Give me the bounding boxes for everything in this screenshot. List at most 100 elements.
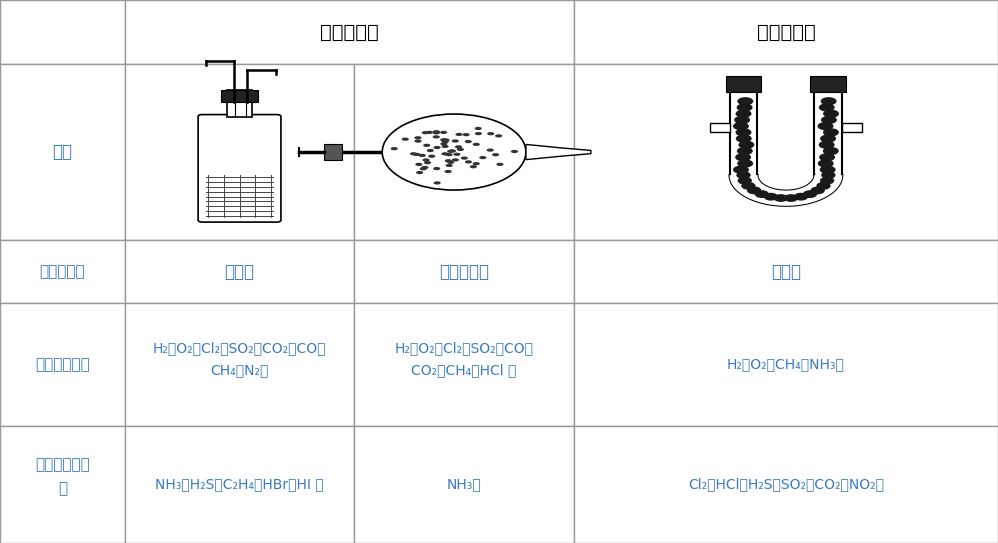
Ellipse shape bbox=[821, 116, 837, 124]
Ellipse shape bbox=[445, 159, 452, 162]
Bar bbox=[125, 0, 574, 64]
Ellipse shape bbox=[452, 140, 459, 143]
Ellipse shape bbox=[495, 134, 502, 137]
Ellipse shape bbox=[754, 190, 769, 198]
Ellipse shape bbox=[428, 155, 435, 158]
Ellipse shape bbox=[442, 140, 449, 143]
Ellipse shape bbox=[487, 132, 494, 135]
Ellipse shape bbox=[735, 116, 750, 124]
Ellipse shape bbox=[465, 160, 472, 163]
Bar bbox=[125, 240, 354, 303]
Bar bbox=[574, 240, 998, 303]
Ellipse shape bbox=[449, 149, 456, 153]
Bar bbox=[810, 76, 846, 92]
Ellipse shape bbox=[733, 122, 748, 130]
Ellipse shape bbox=[802, 190, 817, 198]
Bar bbox=[0, 426, 125, 543]
Ellipse shape bbox=[511, 150, 518, 153]
Ellipse shape bbox=[475, 127, 482, 130]
Ellipse shape bbox=[420, 167, 427, 171]
Ellipse shape bbox=[427, 149, 434, 152]
Bar bbox=[354, 426, 574, 543]
Ellipse shape bbox=[424, 161, 431, 165]
Ellipse shape bbox=[818, 141, 834, 149]
Ellipse shape bbox=[738, 159, 753, 168]
Text: NH₃等: NH₃等 bbox=[447, 478, 481, 491]
Ellipse shape bbox=[820, 97, 836, 105]
Text: 不可干燥的气
体: 不可干燥的气 体 bbox=[35, 457, 90, 496]
Polygon shape bbox=[526, 144, 591, 160]
Text: 装置: 装置 bbox=[52, 143, 73, 161]
Bar bbox=[125, 426, 354, 543]
Ellipse shape bbox=[733, 166, 748, 174]
Ellipse shape bbox=[414, 140, 421, 143]
Ellipse shape bbox=[737, 147, 752, 155]
Ellipse shape bbox=[487, 148, 494, 151]
Ellipse shape bbox=[736, 128, 751, 136]
Ellipse shape bbox=[422, 131, 429, 134]
Ellipse shape bbox=[418, 154, 426, 157]
Bar bbox=[324, 144, 342, 160]
Ellipse shape bbox=[440, 138, 447, 141]
Ellipse shape bbox=[461, 156, 468, 160]
Bar bbox=[125, 64, 354, 240]
Ellipse shape bbox=[818, 103, 834, 112]
Bar bbox=[574, 0, 998, 64]
Text: H₂、O₂、CH₄、NH₃等: H₂、O₂、CH₄、NH₃等 bbox=[727, 358, 845, 371]
Ellipse shape bbox=[816, 182, 830, 190]
Bar bbox=[221, 90, 258, 102]
Bar bbox=[125, 303, 354, 426]
Ellipse shape bbox=[415, 163, 422, 166]
Ellipse shape bbox=[793, 193, 808, 200]
Ellipse shape bbox=[736, 110, 751, 118]
Bar bbox=[842, 123, 862, 132]
Ellipse shape bbox=[445, 153, 453, 156]
Ellipse shape bbox=[410, 152, 417, 155]
Ellipse shape bbox=[433, 167, 440, 170]
Bar bbox=[354, 64, 574, 240]
Text: 常见干燥剂: 常见干燥剂 bbox=[40, 264, 85, 279]
Ellipse shape bbox=[452, 158, 459, 161]
Ellipse shape bbox=[457, 148, 464, 151]
Ellipse shape bbox=[465, 140, 472, 143]
Ellipse shape bbox=[822, 147, 838, 155]
Ellipse shape bbox=[820, 135, 836, 143]
Ellipse shape bbox=[473, 143, 480, 146]
Ellipse shape bbox=[737, 171, 750, 179]
Ellipse shape bbox=[736, 135, 751, 143]
Text: 碱石灰: 碱石灰 bbox=[770, 262, 801, 281]
Ellipse shape bbox=[442, 138, 449, 142]
Bar bbox=[0, 0, 125, 64]
Ellipse shape bbox=[401, 137, 409, 141]
Ellipse shape bbox=[422, 159, 429, 162]
Ellipse shape bbox=[416, 171, 423, 174]
Ellipse shape bbox=[473, 162, 480, 165]
Ellipse shape bbox=[773, 194, 788, 202]
Text: Cl₂、HCl、H₂S、SO₂、CO₂、NO₂等: Cl₂、HCl、H₂S、SO₂、CO₂、NO₂等 bbox=[688, 478, 884, 491]
Ellipse shape bbox=[496, 163, 504, 166]
Ellipse shape bbox=[440, 142, 447, 146]
Ellipse shape bbox=[445, 164, 453, 167]
Ellipse shape bbox=[742, 182, 755, 190]
Ellipse shape bbox=[453, 153, 460, 156]
Ellipse shape bbox=[823, 128, 839, 136]
Ellipse shape bbox=[810, 186, 825, 194]
Ellipse shape bbox=[738, 97, 753, 105]
Bar bbox=[227, 90, 252, 117]
Ellipse shape bbox=[817, 159, 833, 168]
Bar bbox=[354, 303, 574, 426]
Bar bbox=[816, 90, 840, 175]
Ellipse shape bbox=[433, 130, 440, 134]
Ellipse shape bbox=[821, 171, 835, 179]
Ellipse shape bbox=[783, 194, 798, 202]
Ellipse shape bbox=[433, 135, 440, 138]
Ellipse shape bbox=[462, 133, 470, 136]
Text: 液态干燥剂: 液态干燥剂 bbox=[320, 23, 378, 41]
Ellipse shape bbox=[455, 133, 462, 136]
Ellipse shape bbox=[455, 145, 462, 148]
Ellipse shape bbox=[819, 153, 835, 161]
Ellipse shape bbox=[820, 176, 834, 185]
Ellipse shape bbox=[423, 144, 430, 147]
Bar bbox=[726, 76, 761, 92]
Ellipse shape bbox=[475, 132, 482, 135]
